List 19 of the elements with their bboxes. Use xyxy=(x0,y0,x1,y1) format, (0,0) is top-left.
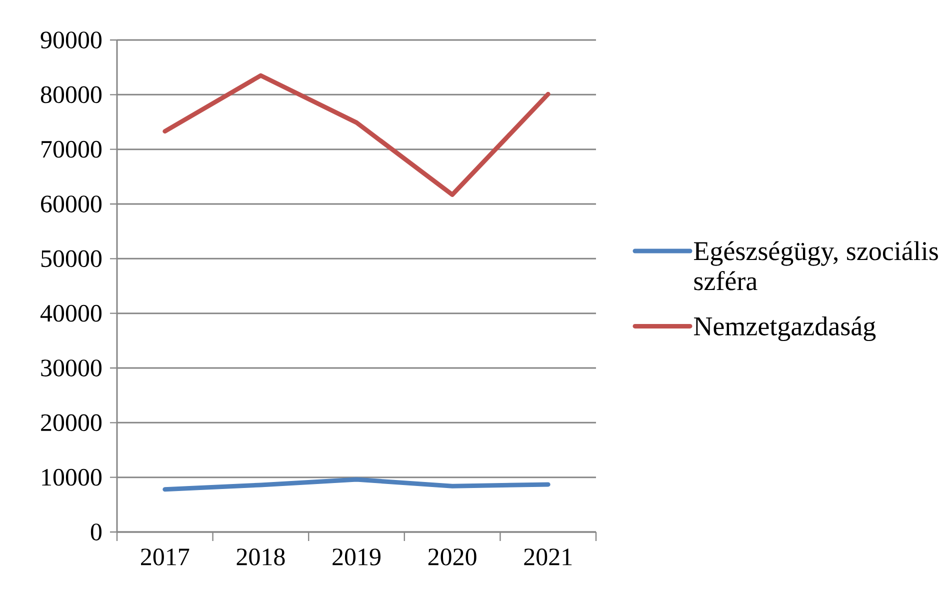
y-tick-label: 0 xyxy=(90,524,102,540)
y-tick-label: 80000 xyxy=(40,86,102,104)
x-tick-label: 2017 xyxy=(141,548,190,566)
line-series xyxy=(162,477,550,492)
x-tick-label: 2021 xyxy=(524,548,572,566)
y-tick-label: 50000 xyxy=(41,250,102,268)
legend-label: Nemzetgazdaság xyxy=(694,316,876,342)
x-tick-label: 2018 xyxy=(236,548,285,566)
x-tick-label: 2019 xyxy=(332,548,380,566)
x-tick-label: 2020 xyxy=(428,548,476,566)
y-tick-label: 70000 xyxy=(42,140,102,158)
y-tick-label: 20000 xyxy=(41,414,102,432)
legend-label: Egészségügy, szociális szféra xyxy=(694,241,938,290)
y-tick-label: 10000 xyxy=(42,468,102,486)
y-tick-label: 90000 xyxy=(40,32,102,48)
line-series xyxy=(162,73,550,197)
y-tick-label: 60000 xyxy=(41,196,102,212)
y-tick-label: 30000 xyxy=(41,360,102,376)
y-tick-label: 40000 xyxy=(40,304,102,322)
